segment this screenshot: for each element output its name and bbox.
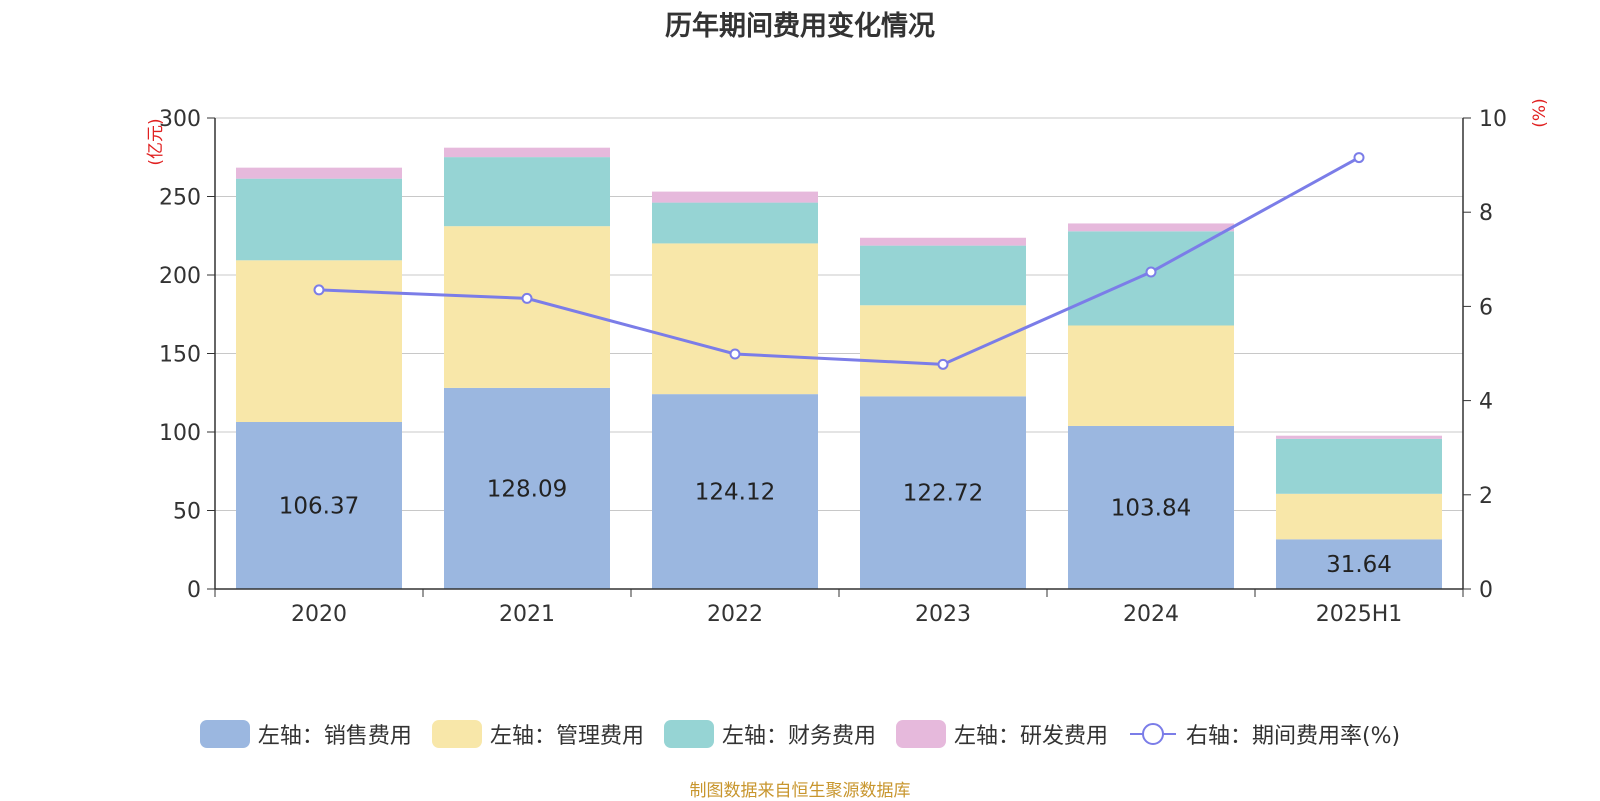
bar-segment-rd	[1276, 435, 1442, 439]
bar-segment-rd	[652, 191, 818, 203]
y-right-tick-label: 8	[1479, 201, 1493, 226]
y-left-axis-unit: (亿元)	[146, 118, 166, 165]
x-tick-label: 2023	[915, 602, 971, 627]
legend-item-rate[interactable]: 右轴：期间费用率(%)	[1128, 718, 1400, 750]
y-right-axis-unit: (%)	[1530, 98, 1550, 127]
y-right-tick-label: 2	[1479, 484, 1493, 509]
axes: 0 50 100 150 200 250 300 0 2 4 6 8 10 (亿元) (%) 2020 2021…	[146, 98, 1550, 627]
legend-label-admin: 左轴：管理费用	[489, 724, 644, 749]
rate-point	[1145, 266, 1157, 278]
legend-swatch-rd	[895, 720, 946, 748]
data-label-sales: 103.84	[1111, 495, 1191, 521]
chart-canvas: 0 50 100 150 200 250 300 0 2 4 6 8 10 (亿元) (%) 2020 2021…	[146, 98, 1550, 627]
bar-segment-sales	[444, 387, 610, 589]
y-right-tick-label: 6	[1479, 295, 1493, 320]
bar-segment-finance	[1068, 231, 1234, 326]
x-tick-label: 2021	[499, 602, 555, 627]
legend-item-finance[interactable]: 左轴：财务费用	[663, 718, 876, 750]
y-left-tick-label: 150	[159, 343, 201, 368]
x-tick-label: 2024	[1123, 602, 1179, 627]
bar-segment-finance	[1276, 438, 1442, 494]
bar-stacks	[236, 147, 1442, 589]
source-note: 制图数据来自恒生聚源数据库	[689, 781, 911, 801]
legend-swatch-sales	[199, 720, 250, 748]
y-left-tick-label: 50	[173, 500, 201, 525]
rate-point	[521, 292, 533, 304]
legend-item-sales[interactable]: 左轴：销售费用	[199, 718, 412, 750]
legend-swatch-finance	[663, 720, 714, 748]
bar-segment-rd	[236, 167, 402, 179]
data-labels: 106.37 128.09 124.12 122.72 103.84 31.64	[279, 476, 1392, 578]
legend-label-finance: 左轴：财务费用	[721, 724, 876, 749]
y-right-tick-label: 10	[1479, 107, 1507, 132]
bar-segment-rd	[1068, 223, 1234, 232]
y-right-tick-label: 0	[1479, 578, 1493, 603]
bar-segment-finance	[860, 245, 1026, 306]
bar-segment-sales	[1068, 425, 1234, 589]
legend-label-rd: 左轴：研发费用	[953, 724, 1108, 749]
bar-segment-sales	[1276, 539, 1442, 589]
bar-segment-rd	[860, 237, 1026, 246]
y-right-tick-label: 4	[1479, 390, 1493, 415]
rate-point	[313, 284, 325, 296]
bar-segment-rd	[444, 147, 610, 158]
x-tick-label: 2020	[291, 602, 347, 627]
y-left-tick-label: 0	[187, 578, 201, 603]
x-tick-label: 2025H1	[1316, 602, 1403, 627]
legend-swatch-admin	[431, 720, 482, 748]
bar-segment-finance	[652, 202, 818, 244]
legend-label-sales: 左轴：销售费用	[257, 724, 412, 749]
legend-label-rate: 右轴：期间费用率(%)	[1185, 724, 1401, 749]
legend-item-admin[interactable]: 左轴：管理费用	[431, 718, 644, 750]
y-left-tick-label: 300	[159, 107, 201, 132]
rate-line	[318, 156, 1360, 366]
grid-lines	[215, 117, 1463, 511]
data-label-sales: 122.72	[903, 481, 983, 507]
rate-point	[1353, 152, 1365, 164]
data-label-sales: 106.37	[279, 493, 359, 519]
data-label-sales: 128.09	[487, 476, 567, 502]
bar-segment-admin	[444, 226, 610, 388]
bar-segment-admin	[1068, 325, 1234, 426]
y-left-tick-label: 250	[159, 186, 201, 211]
rate-line-series	[313, 152, 1365, 370]
data-label-sales: 124.12	[695, 480, 775, 506]
bar-segment-sales	[236, 421, 402, 589]
legend-line-marker-icon	[1129, 723, 1176, 745]
bar-segment-sales	[860, 396, 1026, 589]
rate-point	[937, 358, 949, 370]
bar-segment-finance	[236, 178, 402, 261]
rate-point	[729, 348, 741, 360]
y-left-tick-label: 100	[159, 421, 201, 446]
bar-segment-admin	[1276, 493, 1442, 540]
legend: 左轴：销售费用 左轴：管理费用 左轴：财务费用 左轴：研发费用 右轴：期间费用率…	[0, 718, 1600, 750]
data-label-sales: 31.64	[1326, 552, 1392, 578]
y-left-tick-label: 200	[159, 264, 201, 289]
legend-item-rd[interactable]: 左轴：研发费用	[895, 718, 1108, 750]
bar-segment-admin	[860, 305, 1026, 397]
bar-segment-admin	[652, 243, 818, 395]
bar-segment-sales	[652, 394, 818, 589]
chart-title: 历年期间费用变化情况	[665, 11, 935, 42]
x-tick-label: 2022	[707, 602, 763, 627]
bar-segment-finance	[444, 157, 610, 227]
